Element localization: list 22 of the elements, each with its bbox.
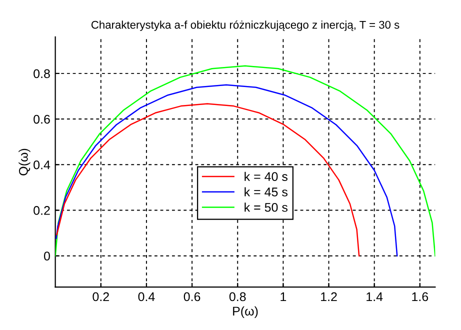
x-tick-label: 0.8 (229, 292, 246, 302)
line-series (56, 84, 398, 256)
y-axis-title: Q(ω) (18, 148, 30, 176)
x-tick-label: 0.4 (138, 292, 155, 302)
y-tick-label: 0 (44, 252, 50, 261)
y-tick-label: 0.2 (34, 206, 50, 215)
y-tick-label: 0.8 (34, 69, 50, 78)
x-tick-label: 1.6 (412, 292, 428, 302)
x-tick-label: 0.6 (184, 292, 200, 302)
line-series (56, 103, 360, 256)
legend-label: k = 50 s (244, 202, 288, 212)
chart-title: Charakterystyka a-f obiektu różniczkującego z inercją, T = 30 s (91, 20, 400, 31)
y-tick-label: 0.6 (34, 114, 50, 124)
legend-label: k = 45 s (244, 187, 288, 196)
x-tick-label: 1.4 (366, 292, 383, 302)
legend-label: k = 40 s (244, 172, 288, 181)
x-axis-title: P(ω) (233, 306, 258, 318)
x-tick-label: 0.2 (92, 292, 109, 302)
line-series (55, 65, 436, 256)
x-tick-label: 1.2 (321, 292, 337, 302)
x-tick-label: 1 (280, 292, 286, 302)
y-tick-label: 0.4 (34, 160, 50, 170)
